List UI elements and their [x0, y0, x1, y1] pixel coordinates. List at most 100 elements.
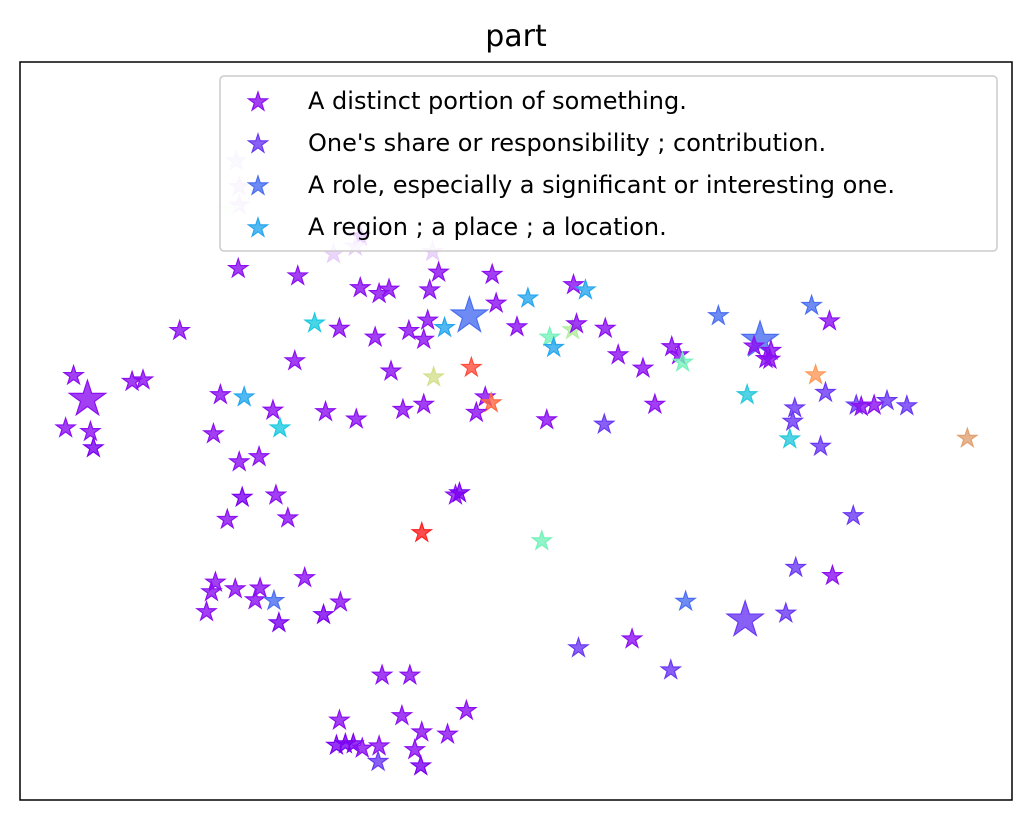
data-point [709, 306, 728, 324]
data-point [230, 452, 249, 470]
data-point [393, 400, 412, 418]
plot-frame [19, 61, 1013, 801]
data-point [211, 385, 230, 403]
data-point [518, 288, 537, 306]
legend: A distinct portion of something. One's sh… [219, 75, 998, 252]
data-point [264, 591, 283, 609]
data-point [414, 329, 433, 347]
data-point [392, 706, 411, 724]
data-point [229, 259, 248, 277]
data-point [776, 603, 795, 621]
data-point [305, 313, 324, 331]
data-point [609, 345, 628, 363]
data-point [288, 266, 307, 284]
data-point [676, 591, 695, 609]
data-point [540, 327, 559, 345]
data-point [802, 296, 821, 314]
data-point [84, 438, 103, 456]
data-point [661, 660, 680, 678]
data-point [226, 579, 245, 597]
legend-item: One's share or responsibility ; contribu… [248, 129, 826, 157]
data-point [204, 424, 223, 442]
data-point [411, 756, 430, 774]
data-point [507, 317, 526, 335]
data-point [806, 365, 825, 383]
legend-label: A distinct portion of something. [308, 87, 687, 115]
data-point [270, 418, 289, 436]
data-point [532, 531, 551, 549]
legend-item: A region ; a place ; a location. [248, 213, 667, 241]
data-point [844, 506, 863, 524]
data-point [263, 400, 282, 418]
data-point [56, 418, 75, 436]
data-point [69, 380, 105, 414]
legend-label: A region ; a place ; a location. [308, 213, 667, 241]
data-point [412, 523, 431, 541]
legend-label: One's share or responsibility ; contribu… [308, 129, 826, 157]
data-point [233, 487, 252, 505]
data-point [569, 638, 588, 656]
data-point [435, 318, 454, 336]
data-point [170, 321, 189, 339]
data-point [278, 508, 297, 526]
data-point [197, 602, 216, 620]
data-point [218, 510, 237, 528]
legend-label: A role, especially a significant or inte… [308, 171, 895, 199]
data-point [438, 724, 457, 742]
data-point [64, 366, 83, 384]
data-point [330, 318, 349, 336]
data-point [786, 558, 805, 576]
data-point [487, 293, 506, 311]
chart-title: part [485, 19, 547, 54]
data-point [330, 710, 349, 728]
data-point [820, 311, 839, 329]
data-point [785, 398, 804, 416]
data-point [420, 280, 439, 298]
data-point [623, 629, 642, 647]
data-point [811, 436, 830, 454]
data-point [877, 391, 896, 409]
data-point [405, 740, 424, 758]
data-point [347, 409, 366, 427]
data-point [483, 265, 502, 283]
legend-item: A distinct portion of something. [248, 87, 687, 115]
data-point [381, 361, 400, 379]
data-point [727, 601, 763, 635]
data-point [418, 310, 437, 328]
data-point [414, 394, 433, 412]
data-point [206, 572, 225, 590]
data-point [958, 428, 977, 446]
data-point [331, 592, 350, 610]
data-point [250, 447, 269, 465]
data-point [351, 278, 370, 296]
data-point [537, 410, 556, 428]
data-point [235, 387, 254, 405]
data-point [424, 367, 443, 385]
data-point [429, 262, 448, 280]
data-point [373, 665, 392, 683]
legend-item: A role, especially a significant or inte… [248, 171, 895, 199]
data-point [816, 383, 835, 401]
data-point [633, 358, 652, 376]
data-point [595, 414, 614, 432]
data-point [266, 485, 285, 503]
data-point [81, 422, 100, 440]
data-point [780, 429, 799, 447]
data-point [285, 351, 304, 369]
data-point [457, 701, 476, 719]
data-point [269, 613, 288, 631]
data-point [295, 568, 314, 586]
legend-box [219, 75, 998, 252]
data-point [462, 358, 481, 376]
data-point [412, 722, 431, 740]
data-point [596, 318, 615, 336]
data-point [366, 327, 385, 345]
data-point [823, 566, 842, 584]
data-point [738, 385, 757, 403]
data-point [451, 297, 487, 331]
data-point [316, 402, 335, 420]
data-point [314, 605, 333, 623]
data-point [400, 665, 419, 683]
data-point [897, 396, 916, 414]
